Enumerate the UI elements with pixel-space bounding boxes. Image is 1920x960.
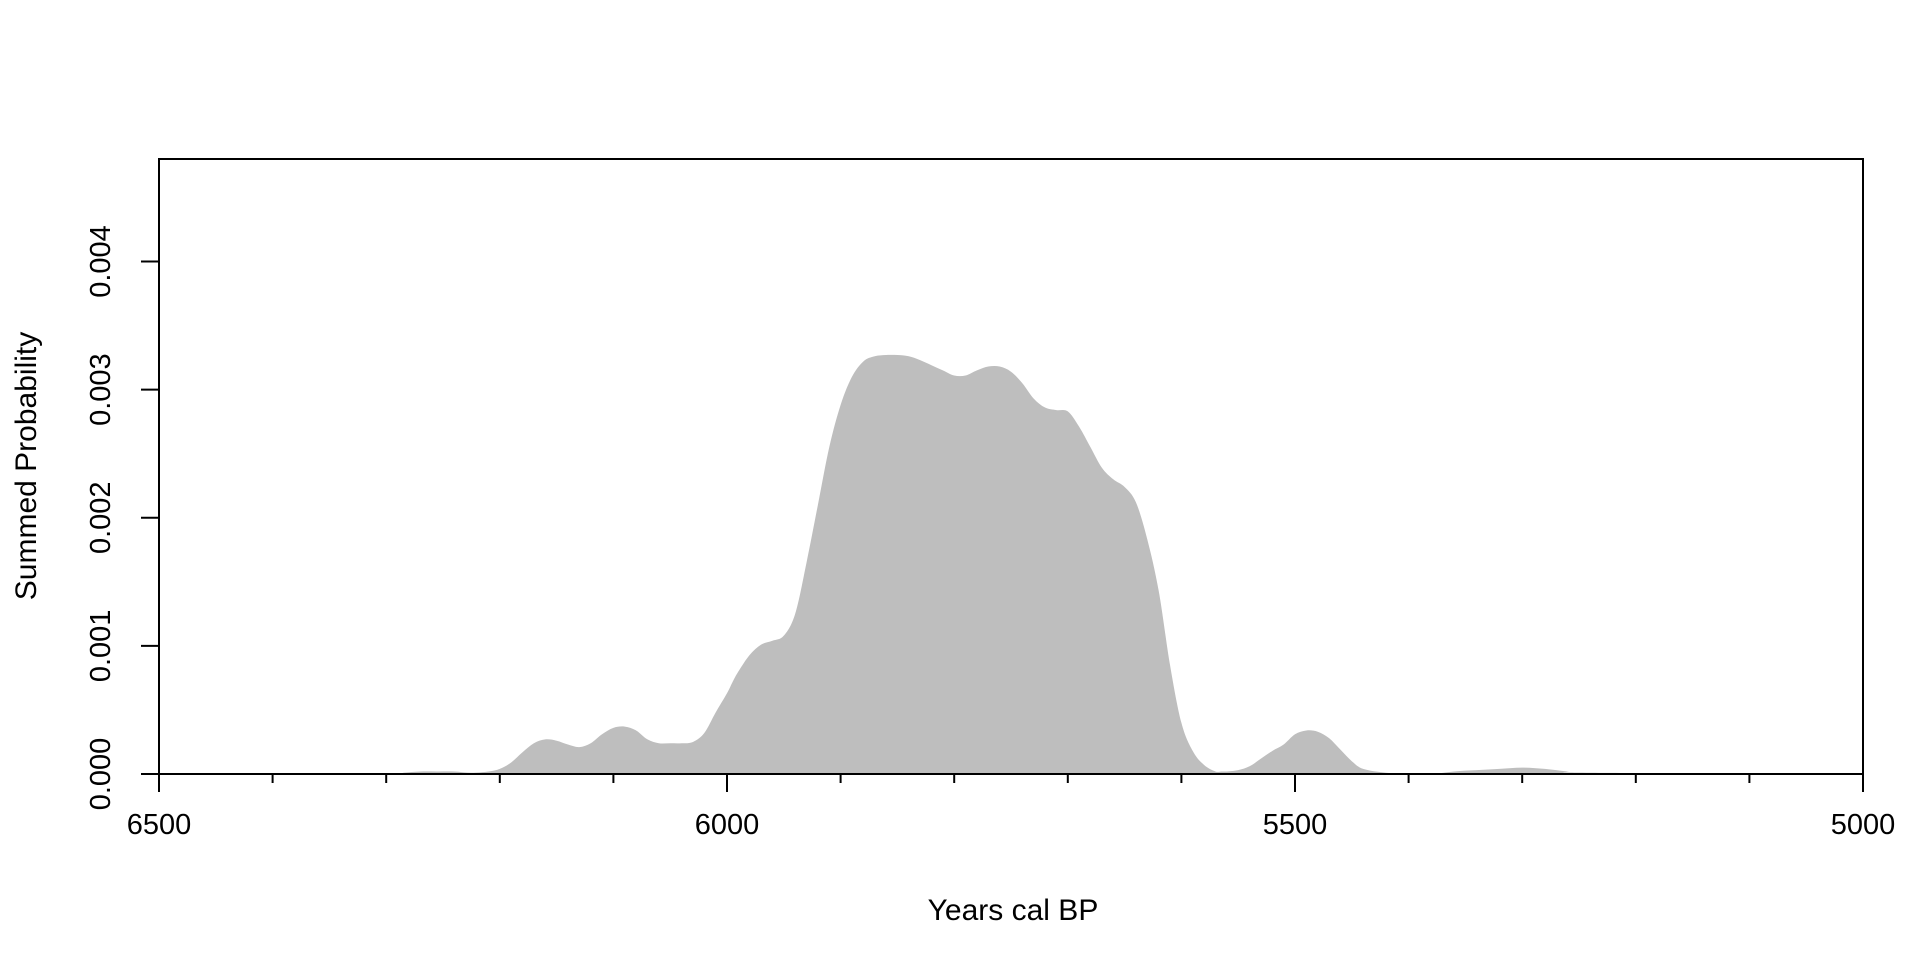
- area-layer: [159, 354, 1863, 774]
- y-tick-label: 0.003: [85, 353, 117, 426]
- y-tick-label: 0.004: [85, 225, 117, 298]
- y-axis-title: Summed Probability: [10, 332, 43, 600]
- x-tick-label: 5000: [1831, 809, 1896, 841]
- x-tick-label: 6500: [127, 809, 192, 841]
- y-tick-label: 0.002: [85, 481, 117, 554]
- y-tick-label: 0.001: [85, 610, 117, 683]
- x-axis-title: Years cal BP: [928, 894, 1099, 927]
- axes-layer: 6500 6000 5500 5000 0.000 0.001 0.002 0.003 0.00…: [85, 158, 1896, 841]
- x-tick-label: 5500: [1263, 809, 1328, 841]
- x-tick-label: 6000: [695, 809, 760, 841]
- probability-area-series-0: [159, 354, 1863, 774]
- y-tick-label: 0.000: [85, 738, 117, 811]
